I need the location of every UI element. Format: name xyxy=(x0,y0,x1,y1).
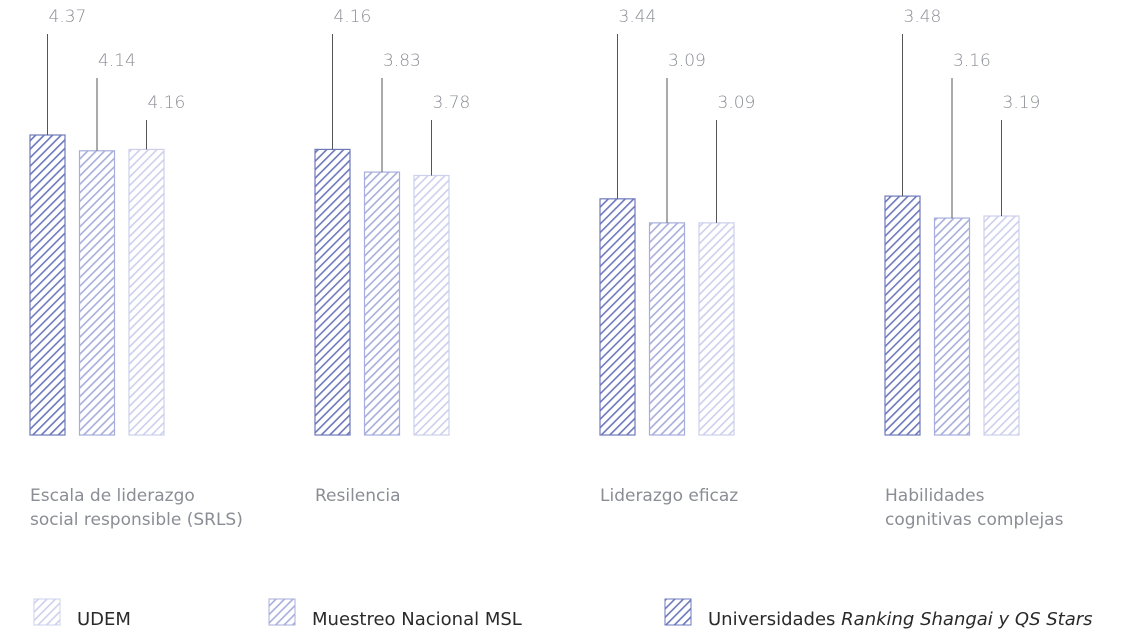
bar-2-1 xyxy=(314,148,351,436)
bar-2-2 xyxy=(363,171,401,436)
value-label-1-2: 4.14 xyxy=(98,51,136,71)
legend: UDEM Muestreo Nacional MSL Universidades R… xyxy=(33,598,1093,630)
bar-4-3 xyxy=(983,215,1020,436)
bar-1-1 xyxy=(29,134,66,436)
legend-label-3: Universidades Ranking Shangai y QS Stars xyxy=(708,609,1093,630)
bar-4-1 xyxy=(884,195,921,436)
value-label-2-3: 3.78 xyxy=(433,93,471,113)
bar-3-3 xyxy=(698,222,735,436)
legend-label-1: UDEM xyxy=(77,609,131,630)
value-label-1-3: 4.16 xyxy=(148,93,186,113)
value-label-1-1: 4.37 xyxy=(49,7,87,27)
value-label-3-3: 3.09 xyxy=(718,93,756,113)
legend-label-2: Muestreo Nacional MSL xyxy=(312,609,522,630)
bar-4-2 xyxy=(933,217,971,436)
bar-1-2 xyxy=(78,150,116,436)
legend-swatch-3 xyxy=(664,598,692,626)
bar-3-2 xyxy=(648,222,686,436)
bar-3-1 xyxy=(599,198,636,436)
category-label-2: Resilencia xyxy=(315,486,401,506)
value-label-2-1: 4.16 xyxy=(334,7,372,27)
category-label-3: Liderazgo eficaz xyxy=(600,486,738,506)
category-labels: Escala de liderazgo social responsible (S… xyxy=(30,486,1064,530)
legend-swatch-1 xyxy=(33,598,61,626)
value-label-4-1: 3.48 xyxy=(904,7,942,27)
value-label-3-2: 3.09 xyxy=(668,51,706,71)
value-labels-layer: 4.37 4.14 4.16 4.16 3.83 3.78 3.44 3.09 3.09 3.48… xyxy=(47,7,1041,223)
value-label-2-2: 3.83 xyxy=(383,51,421,71)
bar-1-3 xyxy=(128,148,165,436)
value-label-3-1: 3.44 xyxy=(619,7,657,27)
legend-swatch-2 xyxy=(268,598,296,626)
bar-2-3 xyxy=(413,174,450,436)
category-label-1: Escala de liderazgo social responsible (S… xyxy=(30,486,243,530)
value-label-4-3: 3.19 xyxy=(1003,93,1041,113)
value-label-4-2: 3.16 xyxy=(953,51,991,71)
bars-layer xyxy=(29,134,1020,436)
category-label-4: Habilidades cognitivas complejas xyxy=(885,486,1064,530)
